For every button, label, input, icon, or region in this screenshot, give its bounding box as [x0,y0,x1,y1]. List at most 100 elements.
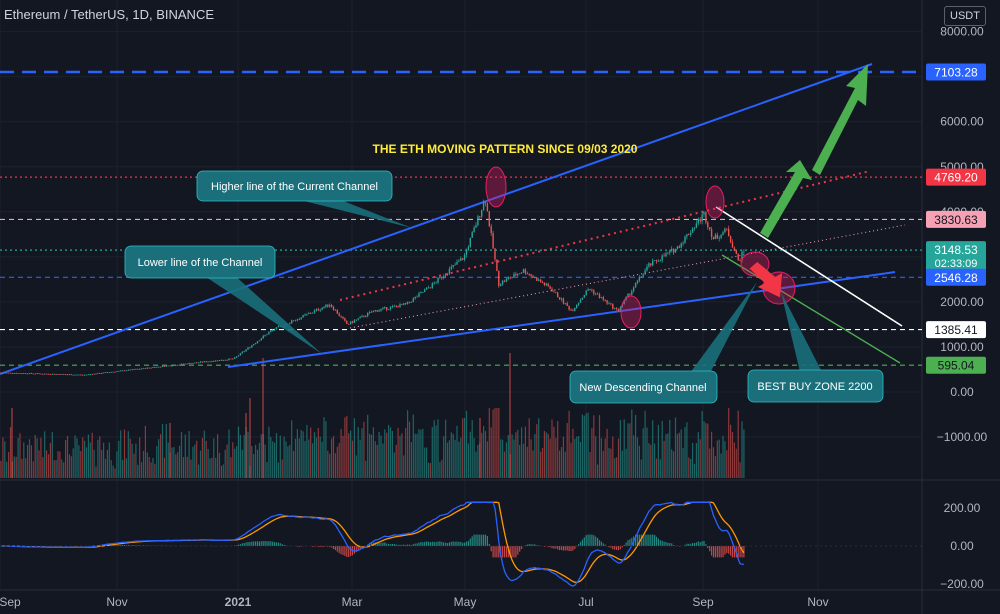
macd-histogram-bar [547,546,549,547]
volume-bar [416,433,418,478]
macd-histogram-bar [454,541,456,546]
volume-bar [116,451,118,478]
candle-body [42,373,44,375]
candle-body [215,360,217,362]
volume-bar [543,430,545,478]
candle-body [342,316,344,319]
volume-bar [160,434,162,478]
macd-histogram-bar [382,542,384,546]
volume-bar [289,444,291,478]
callout-lower-pointer [207,278,322,354]
candle-body [313,310,316,313]
volume-bar [712,447,715,478]
candle-body [177,365,179,366]
candle-body [716,234,718,239]
currency-badge[interactable]: USDT [944,6,986,26]
volume-bar [232,442,234,478]
volume-bar [505,442,507,478]
candle-body [272,329,274,331]
candle-body [412,298,414,302]
volume-bar [95,466,97,478]
candle-body [95,373,97,375]
volume-bar [460,437,462,478]
macd-histogram-bar [473,534,475,546]
macd-histogram-bar [370,543,373,546]
candle-body [228,358,230,361]
volume-bar [25,458,27,478]
volume-bar [661,420,663,478]
candle-body [359,316,361,319]
volume-bar [61,459,63,478]
volume-bar [122,460,124,478]
volume-bar [589,451,591,478]
candle-body [640,276,642,278]
volume-bar [693,463,696,478]
candle-body [595,293,597,295]
volume-bar [657,424,659,478]
volume-bar [606,428,608,478]
macd-histogram-bar [657,538,659,546]
volume-bar [598,415,601,478]
volume-bar [640,459,642,478]
volume-bar [21,458,23,478]
volume-bar [614,458,616,478]
volume-bar [650,444,652,478]
candle-body [705,212,707,223]
volume-bar [243,435,245,478]
volume-bar [302,431,304,478]
macd-histogram-bar [112,544,114,546]
macd-histogram-bar [275,542,278,546]
candle-body [642,274,644,277]
macd-histogram-bar [344,546,346,556]
candle-body [216,360,219,362]
volume-bar [401,433,403,478]
macd-histogram-bar [505,546,507,558]
volume-bar [357,427,359,478]
candle-body [524,269,527,274]
volume-bar [498,408,500,478]
volume-bar [414,433,416,478]
candle-body [448,268,451,274]
price-label-value: 7103.28 [934,65,978,79]
macd-histogram-bar [249,541,251,546]
volume-bar [340,429,342,478]
candle-body [395,305,397,307]
macd-histogram-bar [321,546,323,547]
volume-bar [663,440,665,478]
candle-body [686,234,688,237]
candle-body [207,361,209,363]
candle-body [410,301,413,303]
volume-bar [167,442,169,478]
macd-histogram-bar [279,543,281,546]
volume-bar [424,447,426,478]
candle-body [488,211,490,227]
volume-bar [667,433,669,478]
candle-body [528,274,530,275]
candle-body [163,365,166,367]
macd-histogram-bar [445,542,447,546]
candle-body [530,274,532,277]
volume-bar [568,410,570,478]
macd-histogram-bar [118,545,120,546]
volume-bar [165,423,167,478]
macd-histogram-bar [477,534,479,546]
volume-bar [560,447,563,478]
descending-upper-line [715,206,903,327]
macd-histogram-bar [471,536,473,546]
price-label-value: 595.04 [938,359,975,373]
macd-histogram-bar [348,546,350,558]
candle-body [317,309,319,311]
volume-bar [659,459,661,478]
volume-bar [106,449,108,478]
volume-bar [545,432,547,478]
macd-histogram-bar [583,537,585,546]
candle-body [600,297,603,298]
macd-histogram-bar [251,541,253,546]
candle-body [268,332,270,335]
macd-histogram-bar [462,542,464,546]
volume-bar [530,439,532,478]
price-tick-label: 0.00 [950,385,974,399]
candle-body [435,282,437,284]
volume-bar [296,429,298,478]
